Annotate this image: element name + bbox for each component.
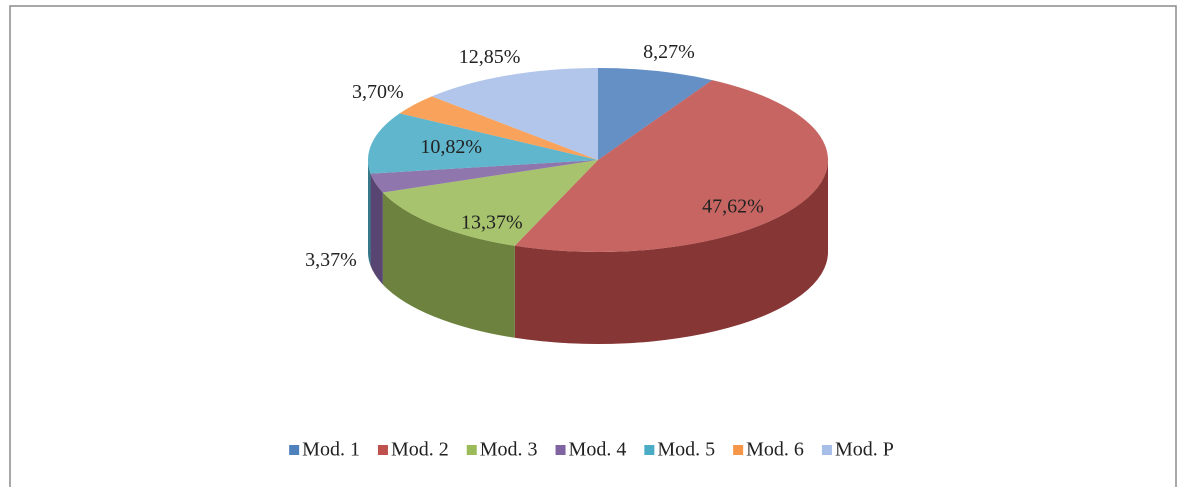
- slice: [399, 96, 598, 160]
- slice-side-shade: [514, 160, 828, 344]
- slice: [370, 160, 598, 193]
- data-label: 3,70%: [352, 81, 404, 103]
- legend-label: Mod. 5: [657, 439, 715, 461]
- legend-label: Mod. 1: [302, 439, 360, 461]
- slice: [431, 68, 598, 160]
- slice-side: [382, 192, 515, 338]
- slice: [514, 80, 829, 253]
- slice-highlight: [382, 160, 598, 246]
- legend-swatch: [644, 445, 655, 455]
- legend-label: Mod. 4: [569, 439, 627, 461]
- data-label: 10,82%: [420, 136, 482, 158]
- slice: [382, 160, 598, 246]
- legend-swatch: [289, 445, 300, 455]
- legend-label: Mod. 2: [391, 439, 449, 461]
- slice-highlight: [431, 68, 598, 160]
- slice-side: [514, 160, 828, 344]
- slice-side-shade: [370, 173, 383, 285]
- slice-highlight: [598, 68, 713, 160]
- legend-swatch: [821, 445, 832, 455]
- legend-label: Mod. 3: [480, 439, 538, 461]
- data-label: 3,37%: [305, 249, 357, 271]
- legend-swatch: [555, 445, 566, 455]
- slice: [598, 68, 713, 160]
- legend-label: Mod. 6: [746, 439, 804, 461]
- slice-side: [368, 160, 371, 266]
- data-label: 13,37%: [461, 212, 523, 234]
- legend-swatch: [377, 445, 388, 455]
- slice-highlight: [514, 80, 829, 253]
- slice-side-shade: [368, 160, 371, 266]
- slice-highlight: [399, 96, 598, 160]
- slice-highlight: [368, 113, 598, 174]
- data-label: 47,62%: [702, 195, 764, 217]
- data-label: 12,85%: [459, 46, 521, 68]
- data-label: 8,27%: [643, 41, 695, 63]
- slice: [368, 113, 598, 174]
- slice-highlight: [370, 160, 598, 193]
- chart-frame: [9, 5, 1177, 487]
- slice-side-shade: [382, 192, 515, 338]
- slice-side: [370, 173, 383, 285]
- legend-label: Mod. P: [835, 439, 894, 461]
- legend-swatch: [466, 445, 477, 455]
- legend-swatch: [733, 445, 744, 455]
